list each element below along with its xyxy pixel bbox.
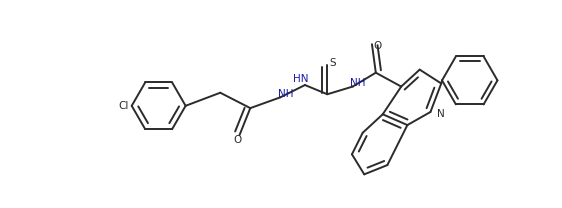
Text: O: O [373,41,382,51]
Text: NH: NH [278,89,293,99]
Text: HN: HN [293,74,309,84]
Text: O: O [234,135,242,145]
Text: N: N [437,109,445,119]
Text: Cl: Cl [118,101,129,111]
Text: NH: NH [350,78,366,88]
Text: S: S [329,58,336,68]
